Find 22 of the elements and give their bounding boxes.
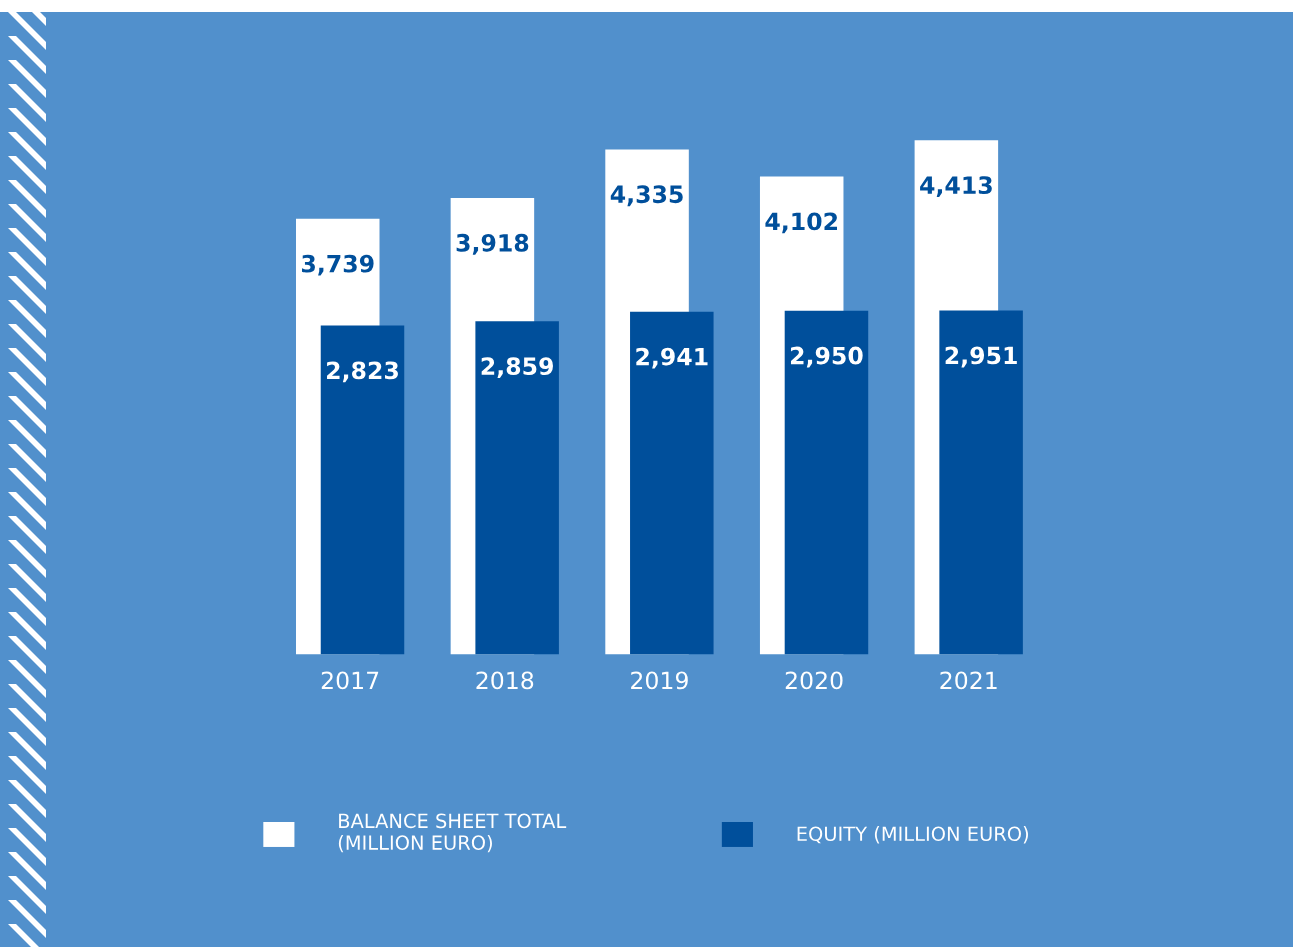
bar bbox=[630, 311, 714, 655]
data-label: 4,335 bbox=[610, 185, 683, 207]
x-tick-label: 2019 bbox=[631, 671, 688, 690]
x-tick-label: 2021 bbox=[940, 671, 997, 690]
bar bbox=[320, 325, 405, 655]
bar bbox=[784, 310, 869, 655]
bar bbox=[939, 310, 1023, 655]
data-label: 4,102 bbox=[765, 212, 837, 234]
data-label: 2,823 bbox=[327, 361, 398, 383]
legend-label: EQUITY (MILLION EURO) bbox=[797, 826, 1029, 844]
x-tick-label: 2020 bbox=[785, 671, 843, 690]
x-tick-label: 2017 bbox=[321, 671, 379, 690]
bar bbox=[475, 321, 559, 655]
data-label: 2,950 bbox=[790, 346, 863, 368]
data-label: 4,413 bbox=[920, 176, 992, 198]
legend-label: BALANCE SHEET TOTAL (MILLION EURO) bbox=[338, 813, 567, 853]
data-label: 2,859 bbox=[481, 357, 553, 379]
data-label: 2,941 bbox=[636, 347, 708, 369]
x-tick-label: 2018 bbox=[476, 671, 534, 690]
data-label: 3,918 bbox=[456, 233, 529, 255]
data-label: 3,739 bbox=[301, 254, 374, 276]
data-label: 2,951 bbox=[945, 346, 1017, 368]
